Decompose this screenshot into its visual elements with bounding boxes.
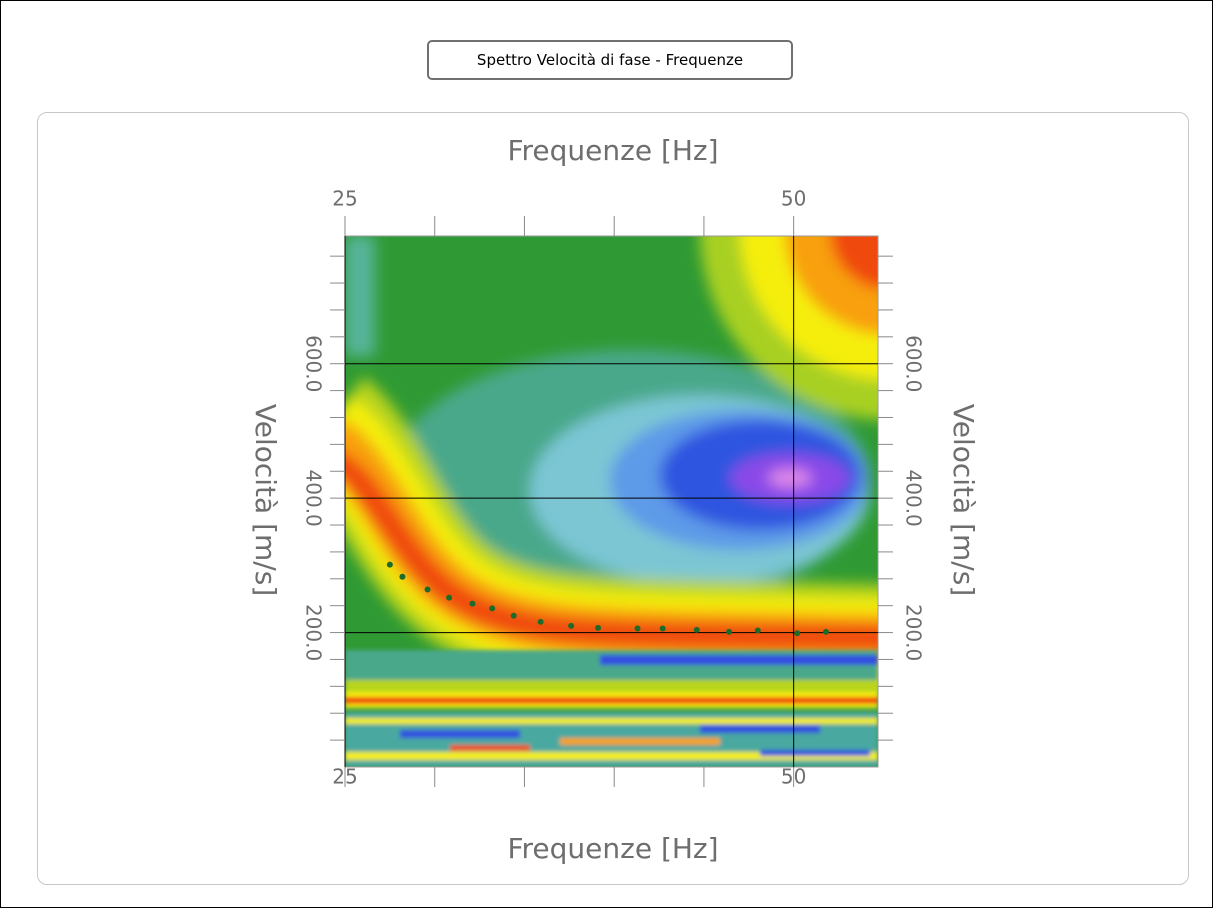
y-tick-label: 200.0 [302, 604, 326, 661]
y-tick-label: 400.0 [902, 470, 926, 527]
x-axis-title: Frequenze [Hz] [507, 832, 718, 865]
pick-point [823, 629, 829, 635]
y-tick-label: 400.0 [302, 470, 326, 527]
y-axis-title: Velocità [m/s] [947, 404, 980, 596]
pick-point [568, 623, 574, 629]
chart: Frequenze [Hz] Frequenze [Hz] Velocità [… [0, 0, 1213, 908]
pick-point [635, 626, 641, 632]
x-tick-label: 25 [332, 187, 357, 211]
pick-point [511, 613, 517, 619]
pick-point [794, 630, 800, 636]
pick-point [425, 587, 431, 593]
y-tick-label: 200.0 [902, 604, 926, 661]
pick-point [446, 595, 452, 601]
pick-point [726, 629, 732, 635]
y-tick-label: 600.0 [902, 335, 926, 392]
pick-point [469, 601, 475, 607]
pick-point [755, 628, 761, 634]
window: Spettro Velocità di fase - Frequenze [0, 0, 1213, 908]
pick-point [489, 605, 495, 611]
pick-point [694, 627, 700, 633]
x-tick-label: 50 [781, 187, 806, 211]
y-axis-title: Velocità [m/s] [249, 404, 282, 596]
pick-point [660, 626, 666, 632]
pick-point [399, 574, 405, 580]
pick-point [538, 619, 544, 625]
x-axis-title: Frequenze [Hz] [507, 134, 718, 167]
y-tick-label: 600.0 [302, 335, 326, 392]
pick-point [387, 562, 393, 568]
pick-point [595, 625, 601, 631]
